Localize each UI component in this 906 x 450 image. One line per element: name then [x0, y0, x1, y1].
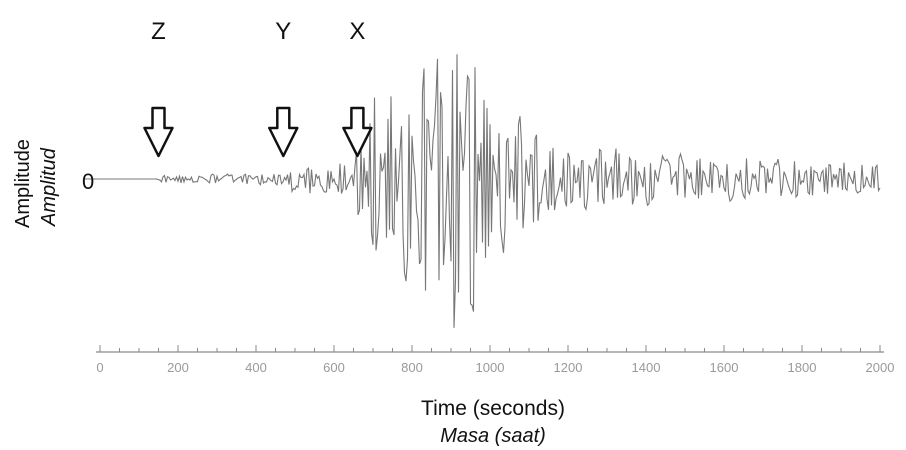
x-tick-label: 1000: [476, 360, 505, 375]
y-axis-label-malay: Amplitud: [38, 148, 60, 226]
x-axis: 0 200 400 600 800 1000 1200 1400 1600 1800 2000: [96, 345, 894, 375]
x-tick-label: 0: [96, 360, 103, 375]
x-tick-label: 1200: [554, 360, 583, 375]
y-zero-label: 0: [82, 169, 95, 194]
x-axis-label-english: Time (seconds): [421, 397, 565, 420]
y-axis-label-english: Amplitude: [12, 139, 34, 228]
arrow-label-x: X: [349, 18, 366, 45]
arrow-label-z: Z: [151, 18, 166, 45]
trace-line: [85, 54, 881, 328]
x-tick-label: 800: [401, 360, 423, 375]
x-tick-label: 1600: [710, 360, 739, 375]
x-tick-label: 400: [245, 360, 267, 375]
x-tick-label: 1800: [788, 360, 817, 375]
arrow-label-y: Y: [275, 18, 292, 45]
arrow-markers: [143, 106, 373, 158]
arrow-x-icon: [342, 106, 373, 158]
x-tick-label: 2000: [866, 360, 895, 375]
x-axis-label-malay: Masa (saat): [440, 425, 546, 447]
seismic-trace: [85, 54, 881, 328]
arrow-z-icon: [143, 106, 174, 158]
x-tick-label: 600: [323, 360, 345, 375]
y-axis-label: Amplitude Amplitud: [6, 130, 66, 260]
x-tick-label: 1400: [632, 360, 661, 375]
arrow-y-icon: [268, 106, 299, 158]
x-tick-label: 200: [167, 360, 189, 375]
